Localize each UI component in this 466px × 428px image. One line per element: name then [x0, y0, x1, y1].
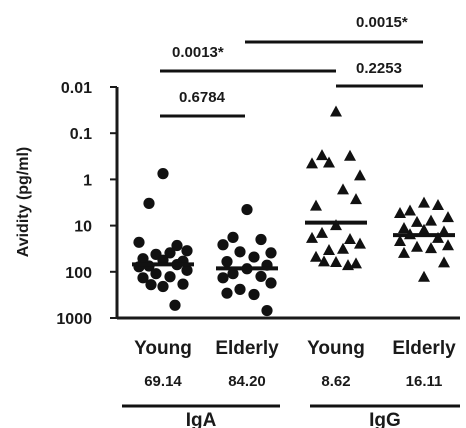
p-value-label: 0.2253	[356, 60, 402, 77]
data-point	[181, 264, 193, 276]
data-point	[177, 278, 189, 290]
data-point	[310, 199, 322, 211]
data-point	[330, 105, 342, 117]
data-point	[398, 246, 410, 258]
data-point	[248, 251, 260, 263]
y-tick-label: 1	[83, 172, 92, 189]
y-axis-label: Avidity (pg/ml)	[15, 147, 32, 258]
data-point	[411, 240, 423, 252]
median-value: 84.20	[228, 373, 266, 390]
data-point	[432, 231, 444, 243]
data-point	[143, 197, 155, 209]
data-point	[241, 203, 253, 216]
data-point	[318, 255, 330, 267]
data-point	[442, 239, 454, 251]
group-label: IgA	[186, 410, 217, 428]
data-point	[261, 304, 273, 317]
data-point	[394, 206, 406, 218]
data-point	[350, 193, 362, 205]
data-point	[438, 256, 450, 268]
data-point	[157, 168, 169, 180]
data-point	[418, 196, 430, 208]
data-point	[344, 149, 356, 161]
data-point	[217, 272, 229, 284]
y-tick-label: 0.1	[70, 126, 92, 143]
data-point	[306, 231, 318, 243]
median-value: 8.62	[321, 373, 350, 390]
data-point	[221, 287, 233, 299]
data-point	[310, 250, 322, 262]
p-value-label: 0.0015*	[356, 14, 408, 31]
y-tick-label: 0.01	[61, 80, 92, 97]
data-point	[418, 223, 430, 235]
data-point	[164, 271, 176, 283]
y-tick-label: 10	[74, 219, 92, 236]
data-point	[145, 279, 157, 291]
data-point	[248, 288, 260, 301]
data-point	[234, 246, 246, 258]
data-point	[337, 183, 349, 195]
data-point	[164, 247, 176, 259]
data-point	[350, 257, 362, 269]
data-point	[344, 232, 356, 244]
category-label: Young	[307, 338, 365, 359]
data-point	[337, 242, 349, 254]
data-point	[323, 244, 335, 256]
p-value-label: 0.6784	[179, 89, 226, 106]
data-point	[217, 239, 229, 251]
data-point	[404, 204, 416, 216]
data-point	[398, 222, 410, 234]
data-point	[330, 256, 342, 268]
data-point	[169, 299, 181, 311]
p-value-label: 0.0013*	[172, 44, 224, 61]
data-point	[418, 270, 430, 282]
data-point	[432, 199, 444, 211]
data-point	[425, 214, 437, 226]
data-point	[181, 245, 193, 257]
data-point	[394, 234, 406, 246]
data-point	[411, 215, 423, 227]
data-point	[316, 226, 328, 238]
data-point	[342, 259, 354, 271]
data-point	[133, 236, 145, 248]
data-point	[150, 268, 162, 280]
category-label: Elderly	[392, 338, 456, 359]
data-point	[265, 277, 277, 289]
data-point	[306, 157, 318, 169]
data-point	[354, 237, 366, 249]
category-label: Young	[134, 338, 192, 359]
data-point	[255, 270, 267, 283]
median-value: 69.14	[144, 373, 182, 390]
data-point	[221, 255, 233, 268]
data-point	[323, 156, 335, 168]
y-tick-label: 1000	[56, 311, 92, 328]
data-point	[255, 233, 267, 246]
data-point	[171, 239, 183, 252]
data-point	[316, 149, 328, 161]
data-point	[157, 280, 169, 293]
category-label: Elderly	[215, 338, 279, 359]
y-tick-label: 100	[65, 265, 92, 282]
data-point	[234, 283, 246, 295]
data-point	[137, 272, 149, 284]
data-point	[442, 211, 454, 223]
data-point	[354, 169, 366, 181]
data-point	[425, 242, 437, 254]
median-value: 16.11	[406, 373, 443, 390]
group-label: IgG	[369, 410, 401, 428]
data-point	[227, 231, 239, 243]
data-point	[265, 247, 277, 259]
data-point	[227, 268, 239, 280]
